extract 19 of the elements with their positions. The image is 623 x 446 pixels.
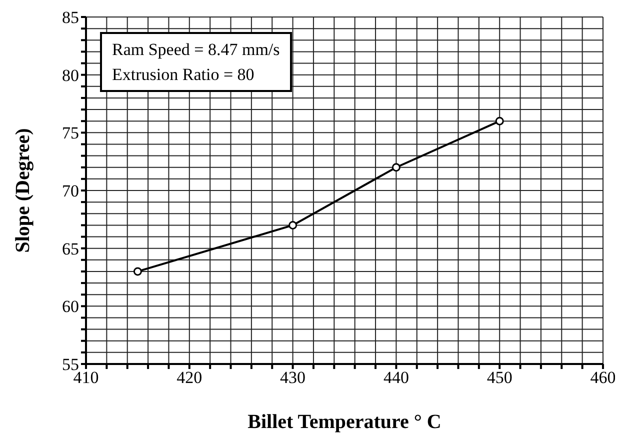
x-tick-label: 440: [383, 368, 409, 388]
x-tick-label: 430: [280, 368, 306, 388]
point: [133, 267, 142, 276]
x-tick-label: 460: [590, 368, 616, 388]
y-axis-title: Slope (Degree): [12, 128, 34, 253]
x-tick-label: 450: [486, 368, 512, 388]
point: [495, 116, 504, 126]
y-tick-label: 65: [62, 239, 79, 258]
annotation: Ram Speed = 8.47 mm/s: [112, 39, 280, 61]
x-axis-title: Billet Temperature ° C: [248, 411, 442, 433]
y-tick-label: 70: [62, 182, 79, 201]
y-tick-label: 75: [62, 124, 79, 143]
point: [392, 163, 400, 172]
y-tick-label: 85: [62, 8, 79, 28]
annotation: Extrusion Ratio = 80: [112, 64, 256, 86]
x-tick-label: 420: [176, 368, 202, 388]
point: [288, 220, 298, 230]
y-tick-label: 60: [62, 297, 79, 316]
y-tick-label: 80: [62, 66, 79, 85]
